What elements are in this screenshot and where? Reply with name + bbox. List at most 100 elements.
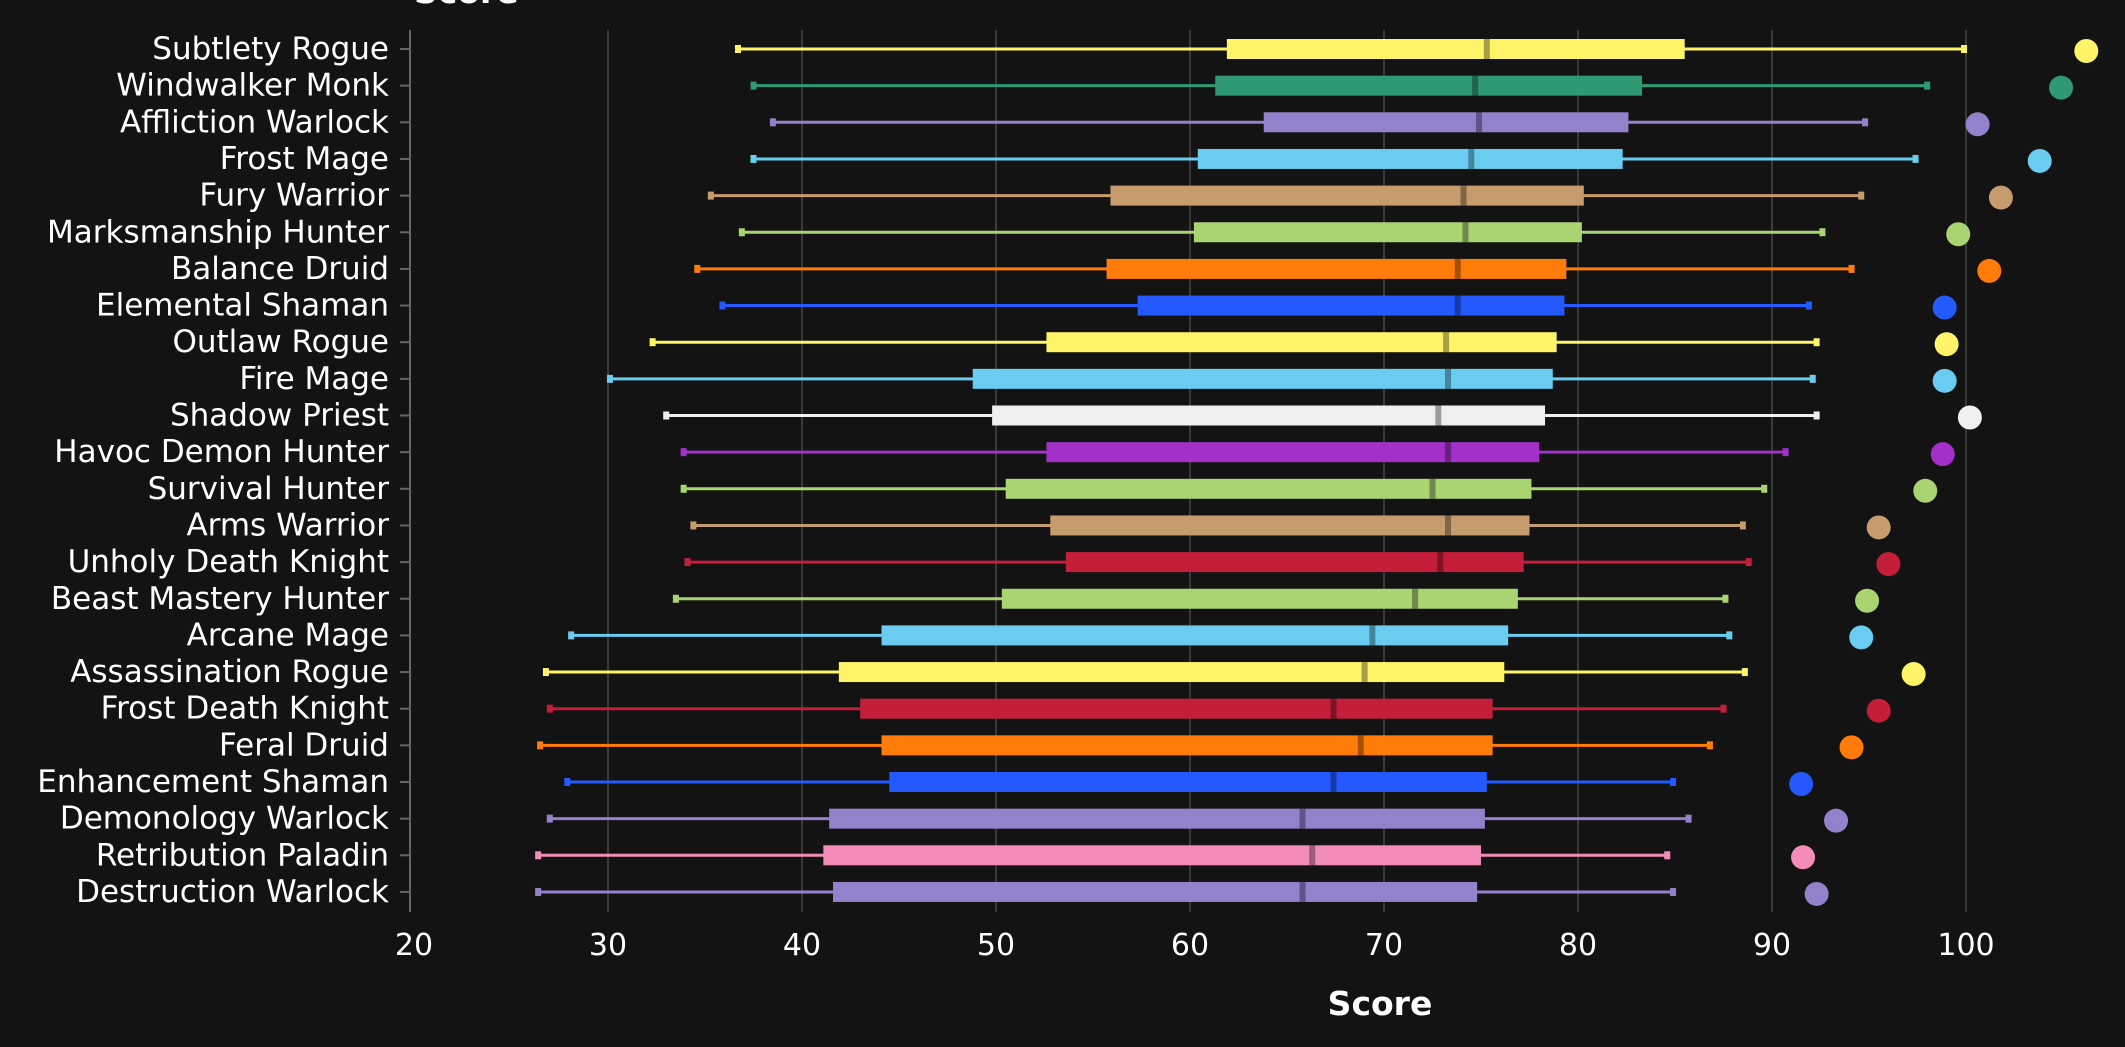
median-marker [1445,442,1452,463]
top-score-dot [1965,112,1990,137]
median-marker [1435,405,1442,426]
whisker-cap-max [1685,814,1692,823]
iqr-box [838,662,1505,683]
iqr-box [833,881,1478,902]
whisker-cap-min [694,264,701,273]
top-score-dot [1804,881,1829,906]
whisker-cap-max [1782,448,1789,457]
top-score-dot [1930,442,1955,467]
category-label: Elemental Shaman [96,288,389,324]
median-marker [1445,368,1452,389]
top-score-dot [1876,552,1901,577]
iqr-box [1215,75,1643,96]
iqr-box [1065,552,1524,573]
median-marker [1357,735,1364,756]
whisker-cap-min [690,521,697,530]
top-score-dot [1977,258,2002,283]
whisker-cap-min [663,411,670,420]
whisker-cap-min [606,374,613,383]
whisker-cap-max [1664,851,1671,860]
x-tick-label: 80 [1559,928,1597,963]
category-label: Windwalker Monk [116,68,389,104]
whisker-cap-max [1670,778,1677,786]
whisker-cap-min [568,631,575,640]
whisker-cap-min [680,484,687,493]
whisker-cap-min [649,338,656,347]
iqr-box [1005,478,1532,499]
iqr-box [829,808,1485,829]
whisker-cap-max [1813,411,1820,420]
whisker-cap-max [1809,374,1816,383]
category-label: Balance Druid [171,251,389,287]
x-tick-label: 100 [1937,928,1994,963]
category-label: Assassination Rogue [70,654,389,690]
median-layer [1299,39,1490,902]
iqr-box [860,698,1493,719]
iqr-box [1197,148,1623,169]
iqr-box [972,368,1553,389]
top-score-dot [1824,808,1849,833]
median-marker [1309,845,1316,866]
category-label: Frost Mage [220,141,389,177]
median-marker [1429,478,1436,499]
median-marker [1330,772,1337,792]
median-marker [1472,75,1479,96]
x-axis-title: Score [1328,984,1433,1023]
whisker-cap-min [750,154,757,163]
whisker-cap-min [769,118,776,127]
chart-title: Score [414,0,519,11]
median-marker [1454,295,1461,316]
whisker-cap-max [1924,81,1931,90]
whisker-cap-max [1741,668,1748,677]
category-label: Fury Warrior [199,178,389,214]
whisker-cap-min [719,301,726,310]
whisker-cap-max [1720,704,1727,713]
whisker-cap-min [707,191,714,200]
median-marker [1412,588,1419,609]
median-marker [1299,808,1306,829]
axis-layer: 20 30 40 50 60 70 80 90 100 [395,30,1995,963]
category-label: Arms Warrior [186,507,389,543]
category-label: Destruction Warlock [76,874,389,910]
median-marker [1299,881,1306,902]
median-marker [1483,39,1490,59]
whisker-cap-max [1761,484,1768,493]
median-marker [1330,698,1337,719]
whisker-cap-min [542,668,549,677]
whisker-cap-max [1739,521,1746,530]
median-marker [1476,112,1483,133]
category-label: Arcane Mage [187,617,389,653]
category-label: Frost Death Knight [101,691,389,727]
dot-layer [1789,39,2099,906]
whisker-cap-min [672,594,679,603]
whisker-cap-max [1805,301,1812,310]
whisker-cap-min [546,814,553,823]
median-marker [1443,332,1450,353]
top-score-dot [1934,332,1959,357]
x-tick-label: 40 [783,928,821,963]
category-label: Beast Mastery Hunter [51,581,389,617]
whisker-cap-min [537,741,544,750]
top-score-dot [2049,75,2074,100]
top-score-dot [1839,735,1864,760]
whisker-cap-min [546,704,553,713]
grid-layer [607,30,1967,912]
top-score-dot [1913,478,1938,503]
category-label: Demonology Warlock [60,801,389,837]
top-score-dot [1957,405,1982,430]
whisker-cap-max [1813,338,1820,347]
median-marker [1462,222,1469,243]
iqr-box [1137,295,1565,316]
box-layer [823,39,1685,902]
top-score-dot [1791,845,1816,870]
whisker-cap-max [1706,741,1713,750]
category-label: Shadow Priest [170,398,389,434]
top-score-dot [1932,368,1957,393]
iqr-box [1001,588,1518,609]
top-score-dot [1932,295,1957,320]
whisker-cap-max [1745,558,1752,567]
category-label: Subtlety Rogue [152,31,389,67]
